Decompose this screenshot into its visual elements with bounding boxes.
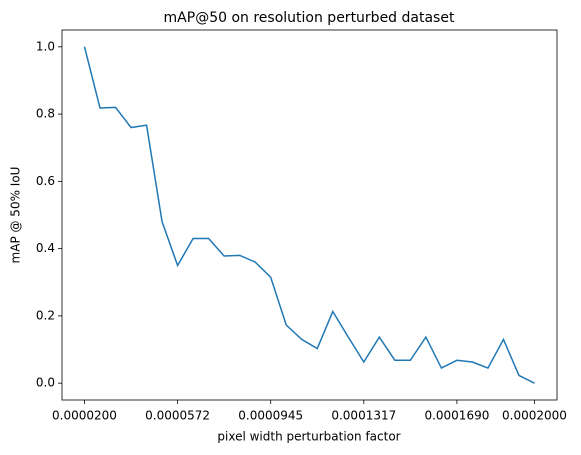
y-tick-label: 0.4: [36, 241, 55, 255]
x-tick-label: 0.0001317: [331, 409, 396, 423]
x-axis-label: pixel width perturbation factor: [217, 430, 400, 444]
line: [83, 46, 535, 384]
y-tick-label: 1.0: [36, 39, 55, 53]
y-tick-label: 0.0: [36, 376, 55, 390]
y-axis-label: mAP @ 50% IoU: [9, 167, 23, 264]
x-tick-label: 0.0001690: [424, 409, 489, 423]
y-tick-label: 0.2: [36, 308, 55, 322]
x-tick-label: 0.0000945: [238, 409, 303, 423]
chart-title: mAP@50 on resolution perturbed dataset: [164, 10, 455, 26]
y-tick-label: 0.8: [36, 107, 55, 121]
x-tick-label: 0.0002000: [502, 409, 567, 423]
x-tick-label: 0.0000200: [52, 409, 117, 423]
x-tick-label: 0.0000572: [145, 409, 210, 423]
y-tick-label: 0.6: [36, 174, 55, 188]
axes-frame: [61, 29, 558, 401]
